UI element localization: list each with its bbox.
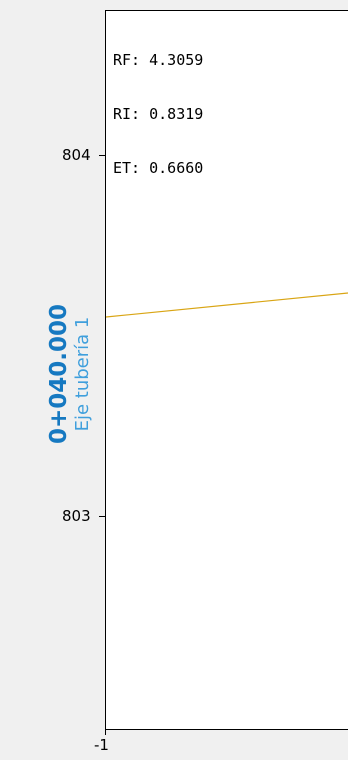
section-title: 0+040.000 Eje tubería 1	[0, 0, 93, 760]
y-tick-804	[99, 155, 106, 156]
y-tick-label-804: 804	[62, 146, 91, 164]
x-tick-minus-1	[105, 729, 106, 735]
readout-ri: RI: 0.8319	[113, 105, 204, 123]
section-plot-area[interactable]	[105, 10, 348, 730]
y-tick-label-803: 803	[62, 507, 91, 525]
elevation-readout: RF: 4.3059 RI: 0.8319 ET: 0.6660	[113, 15, 203, 195]
readout-rf: RF: 4.3059	[113, 51, 204, 69]
station-label: 0+040.000	[46, 303, 72, 445]
x-tick-label-minus-1: -1	[94, 736, 109, 754]
alignment-name: Eje tubería 1	[72, 316, 93, 432]
readout-et: ET: 0.6660	[113, 159, 204, 177]
section-title-block: 0+040.000 Eje tubería 1	[46, 304, 94, 444]
terrain-profile-line	[105, 292, 348, 318]
y-tick-803	[99, 516, 106, 517]
